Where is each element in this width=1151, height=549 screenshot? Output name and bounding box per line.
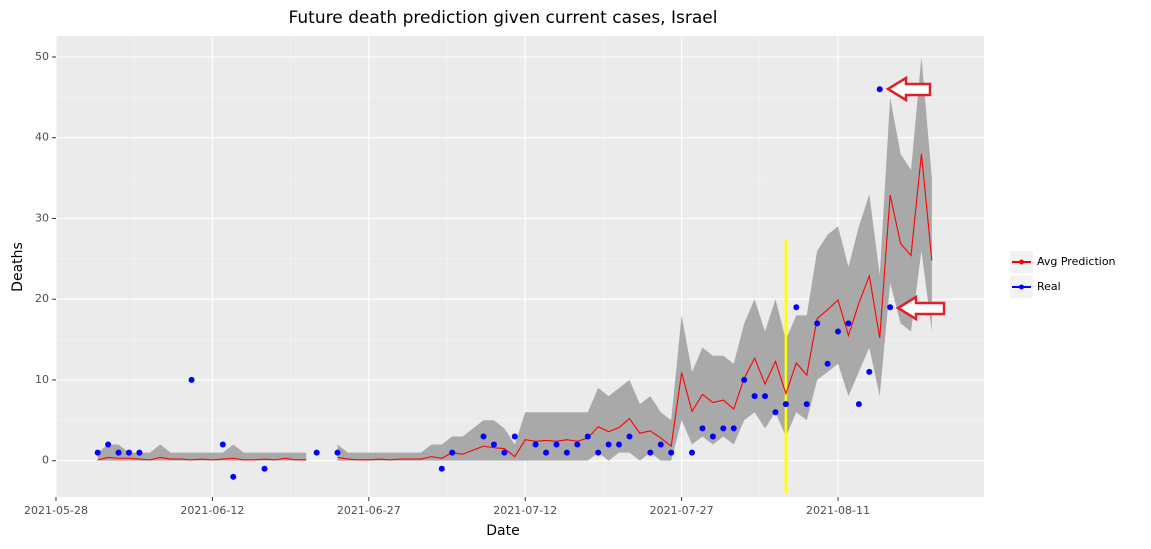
real-point (689, 449, 696, 456)
chart-title: Future death prediction given current ca… (289, 8, 718, 28)
annotation-arrow (895, 294, 946, 322)
x-tick-label: 2021-07-12 (493, 504, 557, 517)
legend: Avg Prediction Real (1010, 251, 1116, 298)
real-point (595, 449, 602, 456)
real-point (230, 473, 237, 480)
real-point (313, 449, 320, 456)
real-point (219, 441, 226, 448)
y-axis-title: Deaths (10, 242, 26, 292)
real-point (730, 425, 737, 432)
real-point (866, 368, 873, 375)
real-point (188, 376, 195, 383)
real-point (772, 409, 779, 416)
real-point (876, 86, 883, 93)
x-tick-label: 2021-05-28 (24, 504, 88, 517)
y-tick-label: 30 (35, 211, 49, 224)
y-tick-label: 20 (35, 292, 49, 305)
real-point (115, 449, 122, 456)
real-point (762, 393, 769, 400)
real-point (626, 433, 633, 440)
real-point (584, 433, 591, 440)
real-point (480, 433, 487, 440)
real-point (563, 449, 570, 456)
legend-label: Avg Prediction (1037, 255, 1116, 268)
real-point (845, 320, 852, 327)
x-axis-title: Date (486, 523, 519, 539)
real-point (887, 304, 894, 311)
y-tick-label: 40 (35, 131, 49, 144)
legend-label: Real (1037, 280, 1061, 293)
real-point (720, 425, 727, 432)
real-point (94, 449, 101, 456)
real-point (449, 449, 456, 456)
real-point (438, 465, 445, 472)
real-point (741, 376, 748, 383)
x-tick-label: 2021-07-27 (650, 504, 714, 517)
real-point (751, 393, 758, 400)
real-point (605, 441, 612, 448)
real-point (699, 425, 706, 432)
real-point (647, 449, 654, 456)
real-point (709, 433, 716, 440)
real-point (125, 449, 132, 456)
real-point (814, 320, 821, 327)
real-point (543, 449, 550, 456)
legend-key-dot (1019, 284, 1024, 290)
real-point (835, 328, 842, 335)
prediction-line (97, 153, 933, 461)
real-point (616, 441, 623, 448)
real-point (334, 449, 341, 456)
real-point (803, 401, 810, 408)
real-point (501, 449, 508, 456)
y-tick-label: 10 (35, 373, 49, 386)
real-point (105, 441, 112, 448)
y-tick-label: 50 (35, 50, 49, 63)
real-point (657, 441, 664, 448)
legend-key-dot (1019, 259, 1024, 265)
real-point (668, 449, 675, 456)
real-point (782, 401, 789, 408)
real-point (261, 465, 268, 472)
x-tick-label: 2021-06-12 (180, 504, 244, 517)
real-point (855, 401, 862, 408)
prediction-band (97, 56, 932, 461)
x-tick-label: 2021-06-27 (337, 504, 401, 517)
real-point (511, 433, 518, 440)
real-point (532, 441, 539, 448)
marks (94, 56, 933, 493)
real-point (136, 449, 143, 456)
real-point (490, 441, 497, 448)
real-point (553, 441, 560, 448)
y-tick-label: 0 (42, 454, 49, 467)
real-point (793, 304, 800, 311)
annotation-arrow (885, 75, 932, 103)
x-tick-label: 2021-08-11 (806, 504, 870, 517)
real-point (574, 441, 581, 448)
real-point (824, 360, 831, 367)
